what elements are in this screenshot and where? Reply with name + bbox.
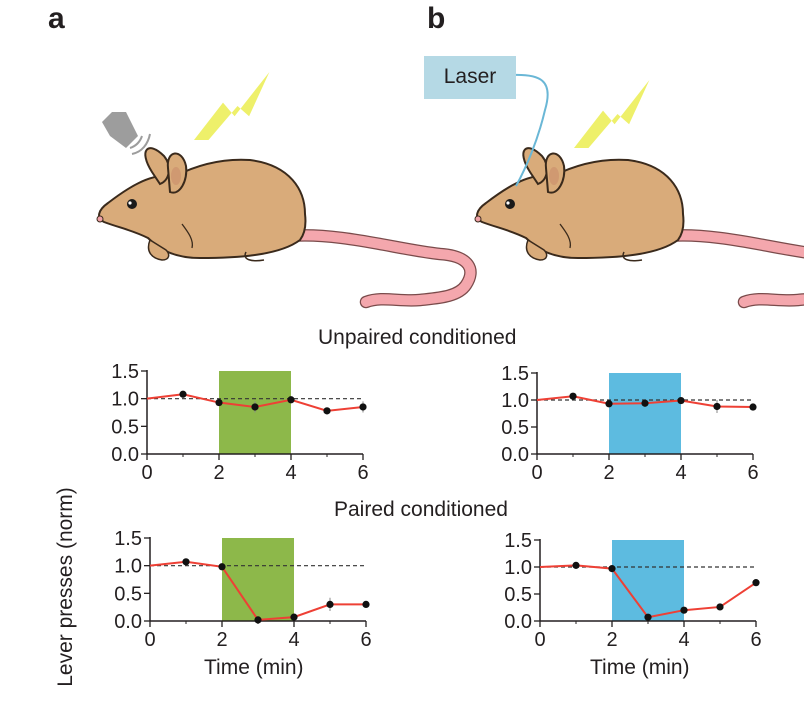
x-tick-label: 0 — [144, 629, 155, 651]
x-tick-label: 6 — [747, 462, 758, 484]
data-point — [179, 390, 187, 398]
stimulus-block — [222, 538, 294, 621]
y-tick-label: 1.5 — [114, 528, 142, 550]
y-tick-label: 0.0 — [111, 444, 139, 466]
y-tick-label: 1.5 — [501, 363, 529, 385]
paired-title: Paired conditioned — [334, 498, 508, 521]
data-point — [182, 558, 190, 566]
x-tick-label: 2 — [213, 462, 224, 484]
y-tick-label: 0.0 — [504, 611, 532, 633]
x-tick-label: 6 — [360, 629, 371, 651]
y-tick-label: 0.0 — [114, 611, 142, 633]
data-point — [251, 403, 259, 411]
x-tick-label: 0 — [534, 629, 545, 651]
data-point — [215, 398, 223, 407]
data-point — [287, 396, 295, 404]
data-point — [359, 403, 367, 411]
x-axis-title-a: Time (min) — [204, 656, 304, 679]
y-tick-label: 0.5 — [111, 416, 139, 438]
illustrations — [0, 56, 804, 320]
y-tick-label: 1.0 — [111, 389, 139, 411]
x-tick-label: 6 — [750, 629, 761, 651]
y-tick-label: 0.5 — [114, 583, 142, 605]
x-tick-label: 2 — [603, 462, 614, 484]
data-point — [254, 616, 262, 624]
laser-label: Laser — [443, 65, 497, 88]
x-tick-label: 4 — [285, 462, 296, 484]
panel-label-a: a — [48, 2, 65, 35]
stimulus-block — [609, 373, 681, 454]
data-point — [752, 579, 760, 587]
laser-box — [424, 56, 516, 99]
x-tick-label: 6 — [357, 462, 368, 484]
y-tick-label: 0.5 — [501, 417, 529, 439]
data-point — [290, 613, 298, 621]
x-tick-label: 4 — [678, 629, 689, 651]
data-point — [641, 399, 649, 407]
data-point — [716, 603, 724, 611]
data-point — [572, 561, 580, 569]
data-point — [323, 407, 331, 415]
optic-fiber — [511, 73, 549, 187]
x-tick-label: 4 — [675, 462, 686, 484]
chart-panel-b-unpaired: 0.0 0.5 1.0 1.5 0 2 4 6 — [501, 363, 758, 484]
unpaired-title: Unpaired conditioned — [318, 326, 517, 349]
y-tick-label: 1.0 — [504, 557, 532, 579]
y-tick-label: 1.0 — [501, 390, 529, 412]
data-point — [713, 402, 721, 411]
y-tick-label: 0.5 — [504, 584, 532, 606]
speaker-icon — [102, 112, 151, 155]
data-point — [605, 400, 613, 408]
chart-panel-a-paired: 0.0 0.5 1.0 1.5 0 2 4 6 — [114, 528, 371, 651]
y-tick-label: 1.5 — [504, 530, 532, 552]
panel-label-b: b — [427, 2, 446, 35]
data-point — [749, 403, 757, 411]
data-point — [569, 392, 577, 400]
stimulus-block — [612, 540, 684, 621]
chart-panel-a-unpaired: 0.0 0.5 1.0 1.5 0 2 4 6 — [111, 361, 368, 484]
x-tick-label: 0 — [531, 462, 542, 484]
data-point — [218, 563, 226, 571]
x-tick-label: 4 — [288, 629, 299, 651]
data-point — [362, 600, 370, 609]
y-tick-label: 0.0 — [501, 444, 529, 466]
y-tick-label: 1.0 — [114, 556, 142, 578]
x-tick-label: 0 — [141, 462, 152, 484]
x-tick-label: 2 — [216, 629, 227, 651]
x-axis-title-b: Time (min) — [590, 656, 690, 679]
data-point — [326, 600, 334, 609]
y-tick-label: 1.5 — [111, 361, 139, 383]
chart-panel-b-paired: 0.0 0.5 1.0 1.5 0 2 4 6 — [504, 530, 761, 651]
x-tick-label: 2 — [606, 629, 617, 651]
data-point — [680, 606, 688, 614]
data-point — [608, 565, 616, 573]
data-point — [644, 613, 652, 621]
data-point — [677, 396, 685, 405]
